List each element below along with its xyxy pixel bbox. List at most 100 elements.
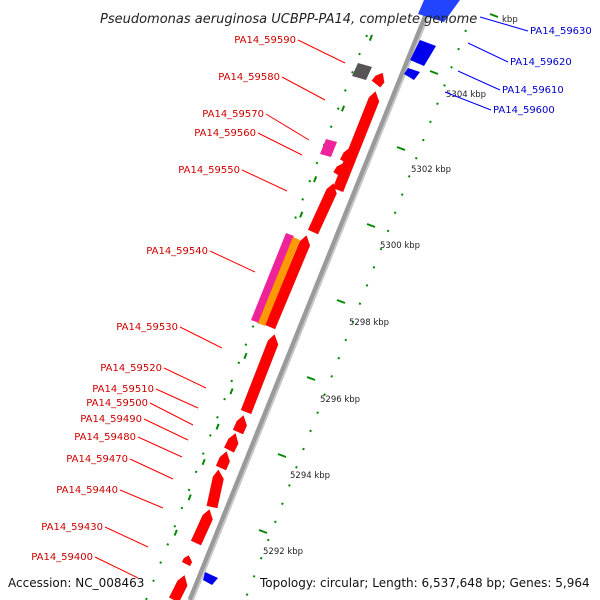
gene-label[interactable]: PA14_59440 — [56, 485, 118, 496]
gene-label[interactable]: PA14_59560 — [194, 128, 256, 139]
gene-feature-blue[interactable] — [410, 40, 436, 66]
lane-tick-right — [372, 265, 376, 269]
gene-feature[interactable] — [215, 450, 231, 471]
gene-label[interactable]: PA14_59620 — [510, 57, 572, 68]
lane-tick-right — [443, 84, 446, 87]
lane-tick-left — [180, 506, 184, 510]
lane-tick-right — [344, 338, 348, 342]
genome-backbone — [187, 0, 435, 600]
lane-tick-left — [187, 488, 191, 492]
gene-label[interactable]: PA14_59540 — [146, 246, 208, 257]
kbp-tick — [258, 529, 268, 534]
gene-feature[interactable] — [339, 146, 354, 165]
genome-backbone-shadow — [192, 0, 436, 600]
gene-leader-line — [104, 526, 149, 548]
gene-feature[interactable] — [223, 432, 239, 453]
gene-label[interactable]: PA14_59570 — [202, 109, 264, 120]
lane-tick-left — [194, 470, 198, 474]
gene-feature[interactable] — [168, 574, 188, 600]
gene-label[interactable]: PA14_59480 — [74, 432, 136, 443]
lane-tick-left — [173, 524, 177, 528]
gene-label[interactable]: PA14_59590 — [234, 35, 296, 46]
gene-label[interactable]: PA14_59550 — [178, 165, 240, 176]
gene-label[interactable]: PA14_59400 — [31, 552, 93, 563]
genome-title: Pseudomonas aeruginosa UCBPP-PA14, compl… — [100, 12, 477, 27]
lane-tick-left — [344, 89, 347, 92]
lane-tick-left — [251, 325, 255, 328]
lane-tick-right — [358, 302, 362, 305]
gene-feature[interactable] — [307, 182, 337, 235]
gene-feature[interactable] — [190, 508, 213, 546]
lane-tick-left — [237, 361, 241, 365]
orange-gene-feature[interactable] — [258, 237, 300, 326]
gene-label[interactable]: PA14_59530 — [116, 322, 178, 333]
lane-tick-left — [308, 179, 312, 183]
lane-tick-right — [457, 47, 460, 51]
lane-tick-right — [288, 484, 291, 487]
lane-tick-right — [337, 356, 341, 360]
kbp-label: 5292 kbp — [263, 547, 303, 557]
kbp-label: 5298 kbp — [349, 318, 389, 328]
gene-label[interactable]: PA14_59470 — [66, 454, 128, 465]
lane-tick-right — [351, 320, 355, 324]
feature-layer — [168, 0, 460, 600]
lane-tick-major — [201, 458, 206, 466]
lane-tick-right — [450, 66, 453, 69]
lane-tick-left — [230, 379, 233, 383]
lane-tick-right — [252, 575, 256, 578]
gene-feature[interactable] — [206, 469, 224, 509]
lane-tick-major — [313, 176, 318, 183]
lane-tick-right — [393, 211, 397, 215]
gene-feature[interactable] — [333, 162, 347, 179]
kbp-tick — [489, 13, 499, 18]
kbp-label: 5300 kbp — [380, 241, 420, 251]
lane-tick-right — [259, 556, 263, 560]
lane-tick-right — [323, 393, 326, 396]
gene-feature-blue[interactable] — [418, 0, 460, 22]
pseudo-gene-feature[interactable] — [352, 63, 372, 80]
lane-tick-right — [302, 447, 305, 451]
gene-feature[interactable] — [264, 234, 311, 330]
lane-tick-left — [216, 415, 219, 419]
gene-leader-line — [444, 91, 492, 111]
rna-gene-feature[interactable] — [320, 139, 337, 157]
rna-gene-feature[interactable] — [251, 233, 294, 323]
gene-leader-line — [163, 367, 207, 389]
lane-tick-right — [422, 138, 425, 142]
gene-leader-line — [129, 458, 174, 480]
gene-label[interactable]: PA14_59500 — [86, 398, 148, 409]
kbp-tick — [396, 146, 406, 151]
lane-tick-right — [429, 120, 432, 124]
gene-label[interactable]: PA14_59600 — [493, 105, 555, 116]
gene-label[interactable]: PA14_59580 — [218, 72, 280, 83]
lane-tick-left — [365, 34, 368, 38]
gene-label[interactable]: PA14_59630 — [530, 26, 592, 37]
gene-feature[interactable] — [240, 333, 279, 415]
lane-tick-left — [301, 198, 305, 201]
lane-tick-right — [379, 247, 383, 251]
gene-label[interactable]: PA14_59520 — [100, 363, 162, 374]
gene-feature-blue[interactable] — [404, 68, 420, 80]
label-layer: PA14_59590 PA14_59580 PA14_59570 PA14_59560… — [31, 26, 592, 563]
gene-leader-line — [265, 113, 310, 141]
lane-tick-right — [407, 175, 411, 178]
accession-label: Accession: NC_008463 — [8, 576, 144, 590]
kbp-tick — [306, 376, 316, 381]
gene-feature[interactable] — [371, 72, 385, 88]
gene-leader-line — [297, 39, 346, 64]
gene-label[interactable]: PA14_59510 — [92, 384, 154, 395]
gene-feature-blue[interactable] — [203, 572, 218, 585]
leader-layer — [94, 16, 529, 579]
gene-leader-line — [257, 132, 303, 156]
lane-tick-right — [365, 284, 369, 287]
gene-leader-line — [155, 388, 199, 409]
lane-tick-major — [340, 105, 346, 112]
gene-feature[interactable] — [181, 555, 193, 567]
gene-label[interactable]: PA14_59430 — [41, 522, 103, 533]
gene-feature[interactable] — [232, 414, 248, 435]
kbp-tick — [277, 453, 287, 458]
lane-tick-left — [244, 343, 248, 346]
gene-label[interactable]: PA14_59610 — [502, 85, 564, 96]
lane-tick-left — [166, 543, 170, 546]
gene-label[interactable]: PA14_59490 — [80, 414, 142, 425]
